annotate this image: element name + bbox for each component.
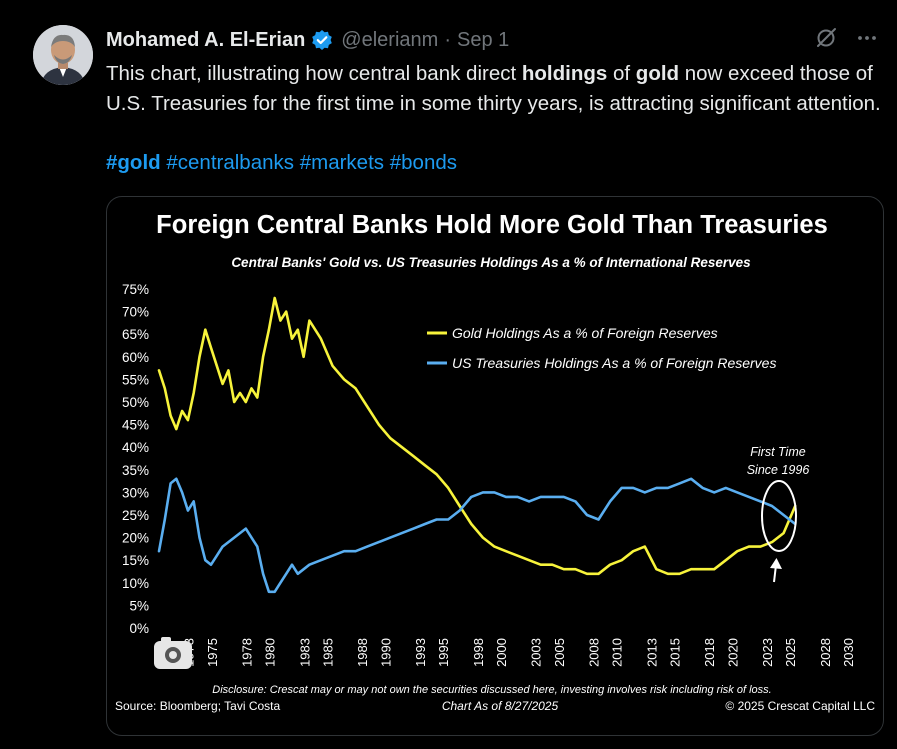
annotation-circle — [761, 480, 797, 552]
image-overlay-icon[interactable] — [154, 637, 192, 669]
tweet-text-bold-gold: gold — [635, 62, 680, 85]
y-tick-label: 35% — [122, 463, 149, 478]
y-axis: 75% 70% 65% 60% 55% 50% 45% 40% 35% 30% 25% 20% 15% 1… — [122, 282, 149, 636]
y-tick-label: 15% — [122, 553, 149, 568]
chart-subtitle: Central Banks' Gold vs. US Treasuries Ho… — [231, 255, 751, 270]
annotation-line-2: Since 1996 — [747, 463, 810, 477]
x-tick-label: 2013 — [644, 638, 659, 667]
x-tick-label: 2003 — [529, 638, 544, 667]
legend: Gold Holdings As a % of Foreign Reserves… — [427, 325, 776, 371]
x-tick-label: 1985 — [321, 638, 336, 667]
chart-disclosure: Disclosure: Crescat may or may not own t… — [212, 684, 771, 696]
y-tick-label: 0% — [129, 621, 149, 636]
x-tick-label: 1978 — [240, 638, 255, 667]
chart-as-of: Chart As of 8/27/2025 — [442, 699, 559, 713]
x-tick-label: 2010 — [610, 638, 625, 667]
x-tick-label: 2023 — [760, 638, 775, 667]
x-tick-label: 1990 — [378, 638, 393, 667]
x-tick-label: 1988 — [355, 638, 370, 667]
y-tick-label: 50% — [122, 395, 149, 410]
hashtag-list: #gold #centralbanks #markets #bonds — [106, 148, 457, 178]
author-handle[interactable]: @elerianm — [341, 28, 439, 51]
annotation-line-1: First Time — [750, 445, 805, 459]
annotation: First Time Since 1996 — [747, 445, 810, 583]
verified-badge-icon — [311, 29, 333, 51]
tweet-header: Mohamed A. El-Erian @elerianm · Sep 1 — [106, 26, 509, 54]
x-tick-label: 2020 — [725, 638, 740, 667]
hashtag-link[interactable]: #centralbanks — [166, 151, 295, 174]
more-options-icon[interactable] — [856, 27, 878, 54]
y-tick-label: 10% — [122, 576, 149, 591]
treasuries-holdings-line — [157, 477, 797, 594]
chart-title: Foreign Central Banks Hold More Gold Tha… — [156, 211, 828, 239]
y-tick-label: 65% — [122, 327, 149, 342]
x-tick-label: 1983 — [297, 638, 312, 667]
x-tick-label: 2018 — [702, 638, 717, 667]
x-axis: 1973197519781980198319851988199019931995… — [182, 638, 856, 667]
gold-holdings-line — [157, 296, 797, 576]
x-tick-label: 1993 — [413, 638, 428, 667]
hashtag-link[interactable]: #gold — [106, 151, 161, 174]
tweet-text: This chart, illustrating how central ban… — [106, 59, 891, 119]
author-name[interactable]: Mohamed A. El-Erian — [106, 28, 306, 51]
x-tick-label: 1980 — [263, 638, 278, 667]
tweet-text-part: of — [607, 62, 636, 85]
chart-copyright: © 2025 Crescat Capital LLC — [725, 699, 875, 713]
tweet-actions-top — [814, 26, 878, 54]
y-tick-label: 40% — [122, 440, 149, 455]
hashtag-link[interactable]: #bonds — [389, 151, 457, 174]
x-tick-label: 2015 — [668, 638, 683, 667]
y-tick-label: 5% — [129, 598, 149, 613]
avatar-portrait — [33, 25, 93, 85]
tweet-media-image[interactable]: Foreign Central Banks Hold More Gold Tha… — [106, 196, 884, 736]
x-tick-label: 1998 — [471, 638, 486, 667]
x-tick-label: 1995 — [436, 638, 451, 667]
chart-series — [157, 296, 797, 594]
tweet-text-part: now exceed those of U.S. Treasuries for … — [106, 62, 881, 115]
legend-label-gold: Gold Holdings As a % of Foreign Reserves — [452, 325, 718, 341]
y-tick-label: 75% — [122, 282, 149, 297]
y-tick-label: 60% — [122, 350, 149, 365]
tweet-date[interactable]: Sep 1 — [456, 28, 510, 51]
y-tick-label: 30% — [122, 485, 149, 500]
legend-label-treasuries: US Treasuries Holdings As a % of Foreign… — [452, 355, 776, 371]
x-tick-label: 1975 — [205, 638, 220, 667]
annotation-arrow-head — [770, 558, 782, 569]
x-tick-label: 2028 — [818, 638, 833, 667]
x-tick-label: 2008 — [587, 638, 602, 667]
y-tick-label: 25% — [122, 508, 149, 523]
x-tick-label: 2030 — [841, 638, 856, 667]
hashtag-link[interactable]: #markets — [299, 151, 385, 174]
avatar[interactable] — [33, 25, 93, 85]
y-tick-label: 45% — [122, 418, 149, 433]
y-tick-label: 70% — [122, 305, 149, 320]
grok-icon[interactable] — [814, 26, 838, 55]
separator-dot: · — [444, 28, 451, 51]
tweet-text-part: This chart, illustrating how central ban… — [106, 62, 522, 85]
x-tick-label: 2025 — [783, 638, 798, 667]
y-tick-label: 55% — [122, 372, 149, 387]
x-tick-label: 2005 — [552, 638, 567, 667]
tweet-text-bold-holdings: holdings — [521, 62, 608, 85]
y-tick-label: 20% — [122, 531, 149, 546]
chart-svg: Foreign Central Banks Hold More Gold Tha… — [115, 211, 875, 713]
chart-source: Source: Bloomberg; Tavi Costa — [115, 699, 281, 713]
x-tick-label: 2000 — [494, 638, 509, 667]
